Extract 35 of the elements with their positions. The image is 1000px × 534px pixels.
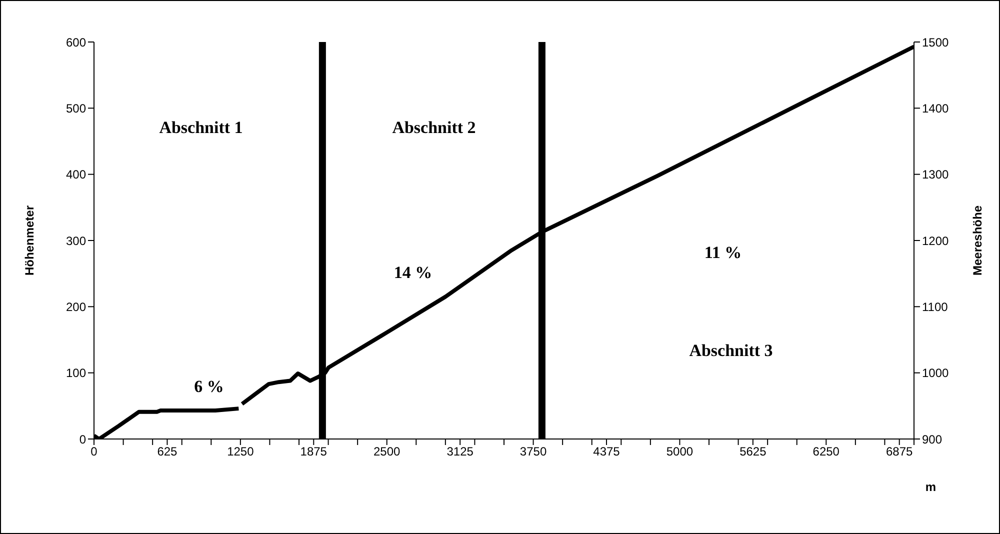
x-tick-label: 3750 <box>520 444 547 459</box>
y-tick-label: 200 <box>66 300 86 314</box>
y-tick-label: 100 <box>66 366 86 380</box>
annotation: Abschnitt 1 <box>158 117 244 139</box>
y2-tick-label: 1300 <box>922 168 950 182</box>
x-tick-label: 6250 <box>812 444 840 459</box>
y-tick-label: 300 <box>66 234 86 248</box>
x-tick-label: 3125 <box>446 444 474 459</box>
y-tick-label: 500 <box>66 101 86 116</box>
annotation: Abschnitt 2 <box>391 117 477 139</box>
x-tick-label: 1250 <box>227 444 254 459</box>
y2-tick-label: 900 <box>922 432 942 446</box>
y-tick-label: 0 <box>79 432 86 446</box>
y-axis-title: Höhenmeter <box>22 205 36 276</box>
x-tick-label: 2500 <box>374 444 401 459</box>
x-tick-label: 4375 <box>593 444 620 459</box>
x-tick-label: 5000 <box>666 444 694 459</box>
x-tick-label: 1875 <box>300 444 328 459</box>
x-tick-label: 5625 <box>740 444 767 459</box>
y2-tick-label: 1500 <box>922 35 950 50</box>
y2-tick-label: 1400 <box>922 101 950 116</box>
annotation: 14 % <box>392 262 434 284</box>
annotation: 6 % <box>193 376 225 398</box>
y-tick-label: 400 <box>66 168 86 182</box>
annotation: 11 % <box>703 242 743 264</box>
x-tick-label: 625 <box>157 444 178 459</box>
annotation: Abschnitt 3 <box>688 340 774 362</box>
x-tick-label: 0 <box>90 444 98 459</box>
y2-tick-label: 1100 <box>922 300 948 314</box>
y2-axis-title: Meereshöhe <box>970 205 984 276</box>
y2-tick-label: 1000 <box>922 366 950 380</box>
x-tick-label: 6875 <box>886 444 914 459</box>
y-tick-label: 600 <box>66 35 86 50</box>
x-axis-title: m <box>925 480 936 494</box>
y2-tick-label: 1200 <box>922 234 950 248</box>
